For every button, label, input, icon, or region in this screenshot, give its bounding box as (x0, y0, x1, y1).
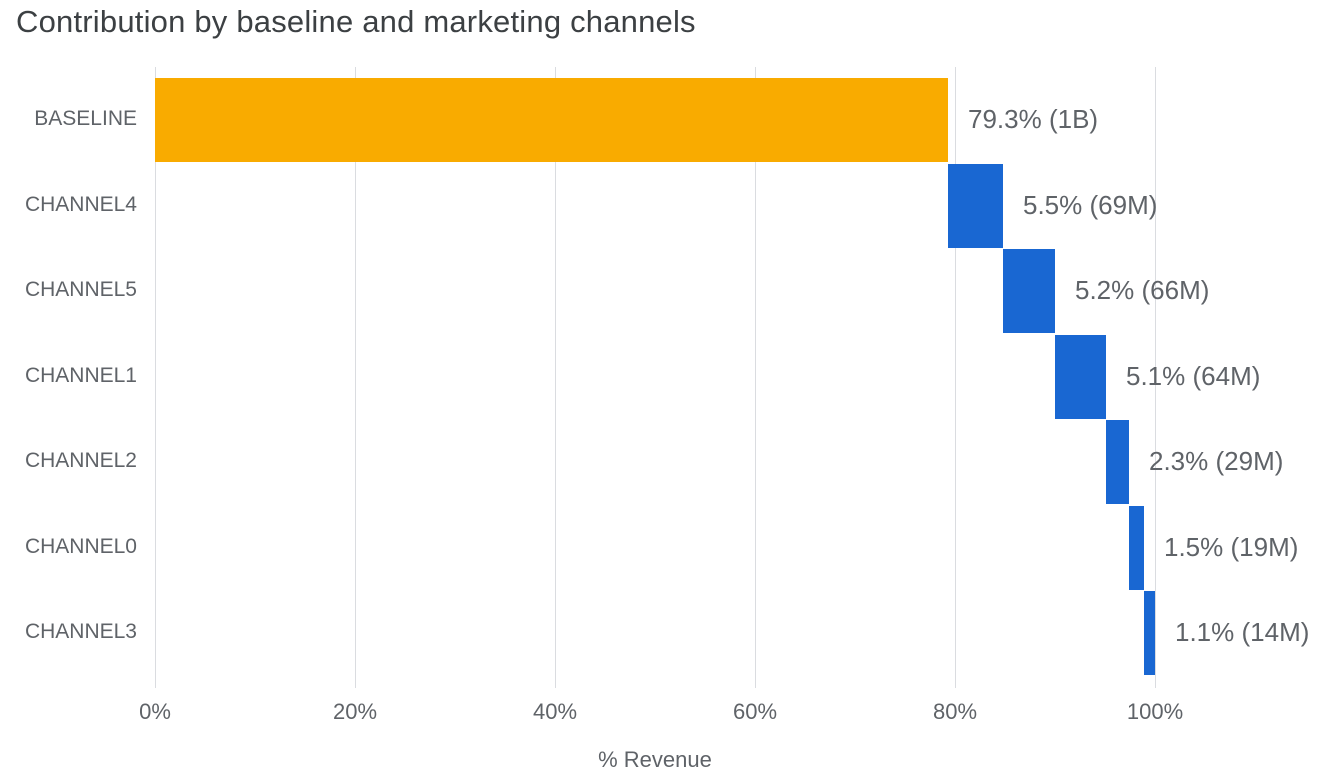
bar-channel4 (948, 163, 1003, 248)
x-tick-label: 0% (139, 699, 171, 724)
category-label-channel4: CHANNEL4 (24, 192, 137, 216)
x-tick-label: 80% (932, 699, 978, 724)
gridline-100% (1155, 67, 1156, 688)
gridline-80% (955, 67, 956, 688)
bar-value-label-channel2: 2.3% (29M) (1149, 446, 1284, 476)
category-label-baseline: BASELINE (34, 107, 137, 130)
bar-value-label-channel5: 5.2% (66M) (1075, 275, 1210, 305)
bar-baseline (155, 78, 948, 162)
x-tick-label: 20% (332, 699, 378, 724)
x-tick-label: 60% (732, 699, 778, 724)
x-tick-label: 40% (532, 699, 578, 724)
bar-channel1 (1055, 334, 1106, 419)
gridline-60% (755, 67, 756, 688)
x-axis-title: % Revenue (598, 747, 712, 772)
bar-value-label-channel0: 1.5% (19M) (1164, 531, 1299, 562)
gridline-40% (555, 67, 556, 688)
gridline-20% (355, 67, 356, 688)
bar-value-label-baseline: 79.3% (1B) (968, 104, 1099, 134)
bar-channel3 (1144, 591, 1155, 675)
bar-value-label-channel1: 5.1% (64M) (1126, 360, 1261, 391)
bar-value-label-channel3: 1.1% (14M) (1175, 617, 1310, 647)
x-tick-label: 100% (1126, 699, 1184, 724)
bar-channel0 (1129, 505, 1144, 590)
bar-value-label-channel4: 5.5% (69M) (1023, 189, 1158, 220)
chart-title: Contribution by baseline and marketing c… (16, 4, 696, 39)
category-label-channel3: CHANNEL3 (24, 620, 137, 643)
bar-channel5 (1003, 249, 1055, 333)
category-label-channel0: CHANNEL0 (24, 534, 137, 558)
gridline-0% (155, 67, 156, 688)
category-label-channel2: CHANNEL2 (24, 449, 137, 472)
bar-channel2 (1106, 420, 1129, 504)
category-label-channel1: CHANNEL1 (24, 363, 137, 387)
category-label-channel5: CHANNEL5 (24, 278, 137, 301)
